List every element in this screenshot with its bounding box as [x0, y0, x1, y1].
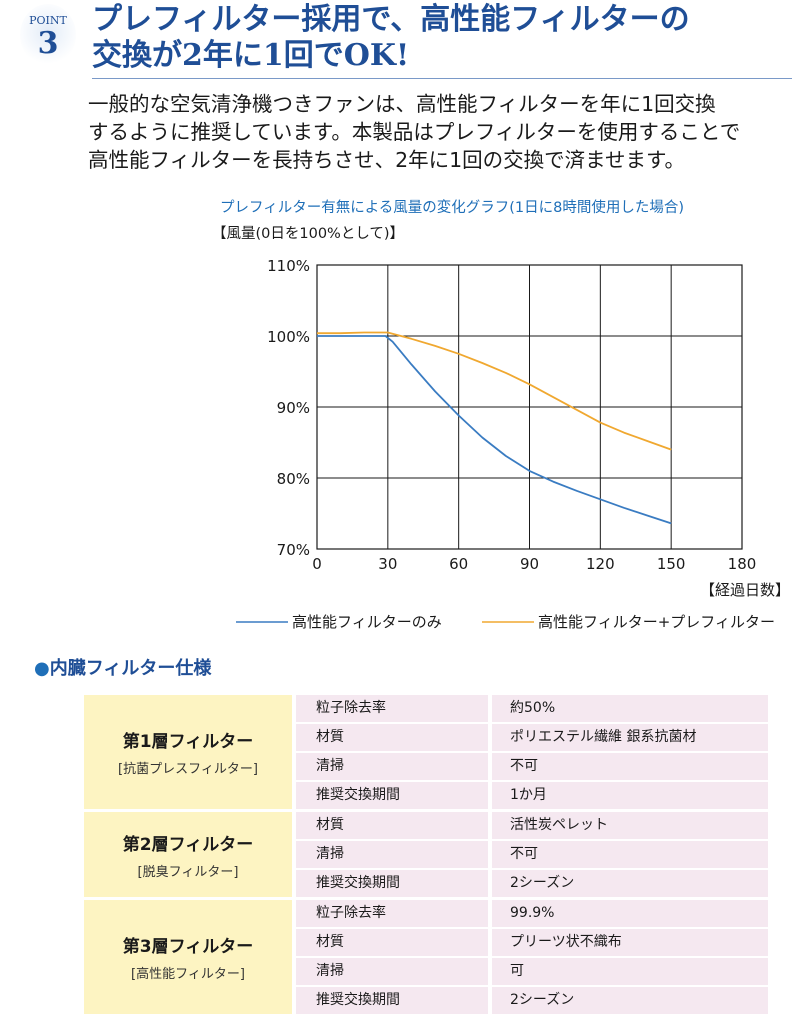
spec-row-key: 推奨交換期間 — [296, 987, 488, 1014]
spec-row-key: 粒子除去率 — [296, 900, 488, 927]
series-line-2 — [317, 331, 672, 451]
spec-row-value: 1か月 — [492, 782, 768, 809]
chart-y-axis-title: 【風量(0日を100%として)】 — [212, 226, 405, 242]
chart-title: プレフィルター有無による風量の変化グラフ(1日に8時間使用した場合) — [220, 200, 685, 216]
chart-tick-labels: 110% 100% 90% 80% 70%0 30 60 90 120 150 180 — [267, 257, 756, 573]
spec-row-key: 清掃 — [296, 958, 488, 985]
chart-legend: 高性能フィルターのみ 高性能フィルター+プレフィルター — [236, 613, 775, 631]
filter-layer-1: 第1層フィルター [抗菌プレスフィルター] — [84, 695, 292, 809]
filter-spec-table: 第1層フィルター [抗菌プレスフィルター] 粒子除去率 約50% 材質 ポリエステル繊維 … — [84, 695, 768, 1014]
spec-row-key: 清掃 — [296, 753, 488, 780]
x-tick-label: 60 — [449, 555, 468, 573]
spec-row-key: 推奨交換期間 — [296, 870, 488, 897]
spec-row-value: 2シーズン — [492, 987, 768, 1014]
spec-section-title-text: 内臓フィルター仕様 — [49, 658, 212, 679]
x-tick-label: 180 — [728, 555, 757, 573]
airflow-line-chart: 110% 100% 90% 80% 70%0 30 60 90 120 150 180 【経過日数】… — [236, 257, 790, 631]
filter-layer-2: 第2層フィルター [脱臭フィルター] — [84, 812, 292, 897]
point-badge-number: 3 — [37, 26, 59, 61]
spec-row-key: 粒子除去率 — [296, 695, 488, 722]
filter-layer-name: 第2層フィルター — [122, 834, 254, 855]
chart-x-axis-title: 【経過日数】 — [700, 581, 790, 599]
spec-row-key: 材質 — [296, 929, 488, 956]
spec-row-value: 不可 — [492, 753, 768, 780]
x-tick-label: 90 — [520, 555, 539, 573]
point-badge: POINT 3 — [20, 4, 76, 66]
x-tick-label: 150 — [657, 555, 686, 573]
legend-label-1: 高性能フィルターのみ — [292, 613, 442, 631]
description-line: 高性能フィルターを長持ちさせ、2年に1回の交換で済ませます。 — [88, 148, 686, 172]
headline: プレフィルター採用で、高性能フィルターの 交換が2年に1回でOK! — [92, 2, 792, 74]
spec-section-title: ●内臓フィルター仕様 — [34, 654, 211, 680]
x-tick-label: 120 — [586, 555, 615, 573]
spec-row-value: プリーツ状不織布 — [492, 929, 768, 956]
spec-row-value: 活性炭ペレット — [492, 812, 768, 839]
y-tick-label: 80% — [277, 470, 310, 488]
headline-line-1: プレフィルター採用で、高性能フィルターの — [92, 2, 690, 37]
spec-row-key: 清掃 — [296, 841, 488, 868]
spec-row-value: 2シーズン — [492, 870, 768, 897]
bullet-dot-icon: ● — [34, 658, 50, 679]
spec-row-value: 不可 — [492, 841, 768, 868]
spec-row-value: ポリエステル繊維 銀系抗菌材 — [492, 724, 768, 751]
headline-divider — [92, 78, 792, 79]
legend-label-2: 高性能フィルター+プレフィルター — [538, 613, 775, 631]
spec-row-value: 可 — [492, 958, 768, 985]
chart-series — [317, 331, 672, 525]
description-line: するように推奨しています。本製品はプレフィルターを使用することで — [88, 120, 741, 144]
point-badge-label: POINT — [29, 14, 67, 27]
y-tick-label: 90% — [277, 399, 310, 417]
spec-row-key: 材質 — [296, 724, 488, 751]
headline-line-2: 交換が2年に1回でOK! — [92, 38, 410, 73]
description-line: 一般的な空気清浄機つきファンは、高性能フィルターを年に1回交換 — [88, 92, 716, 116]
filter-layer-name: 第1層フィルター — [122, 732, 254, 752]
description: 一般的な空気清浄機つきファンは、高性能フィルターを年に1回交換 するように推奨し… — [88, 90, 788, 174]
spec-row-key: 推奨交換期間 — [296, 782, 488, 809]
spec-row-value: 99.9% — [492, 900, 768, 927]
filter-layer-name: 第3層フィルター — [122, 937, 254, 957]
filter-layer-3: 第3層フィルター [高性能フィルター] — [84, 900, 292, 1014]
spec-row-value: 約50% — [492, 695, 768, 722]
filter-layer-subtitle: [抗菌プレスフィルター] — [118, 762, 258, 777]
filter-layer-subtitle: [脱臭フィルター] — [137, 864, 239, 880]
y-tick-label: 110% — [267, 257, 310, 275]
chart-grid — [316, 264, 743, 550]
x-tick-label: 0 — [312, 555, 322, 573]
series-line-1 — [317, 335, 672, 525]
spec-row-key: 材質 — [296, 812, 488, 839]
y-tick-label: 100% — [267, 328, 310, 346]
filter-layer-subtitle: [高性能フィルター] — [131, 967, 245, 982]
y-tick-label: 70% — [277, 541, 310, 559]
x-tick-label: 30 — [378, 555, 397, 573]
